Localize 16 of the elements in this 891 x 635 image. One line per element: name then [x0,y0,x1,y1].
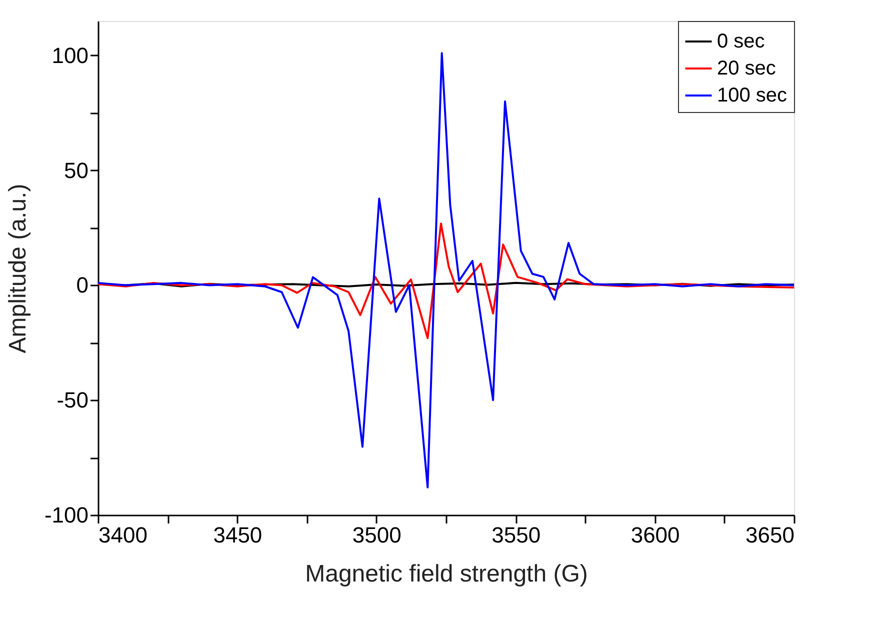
y-axis-title: Amplitude (a.u.) [4,184,32,354]
legend-label: 0 sec [717,30,765,52]
legend-label: 100 sec [717,84,788,106]
x-tick-label: 3550 [492,522,541,548]
x-tick-label: 3650 [746,522,794,548]
y-tick-label: 100 [52,42,88,68]
x-tick-label: 3450 [213,522,262,548]
x-tick-label: 3500 [352,522,402,548]
y-tick-label: 0 [76,272,88,298]
x-tick-label: 3600 [630,522,680,548]
y-tick-label: -100 [44,502,88,528]
legend-label: 20 sec [717,58,776,80]
x-axis-title: Magnetic field strength (G) [305,560,588,588]
y-tick-label: 50 [64,158,88,183]
y-tick-label: -50 [56,388,88,413]
x-tick-label: 3400 [98,522,148,548]
